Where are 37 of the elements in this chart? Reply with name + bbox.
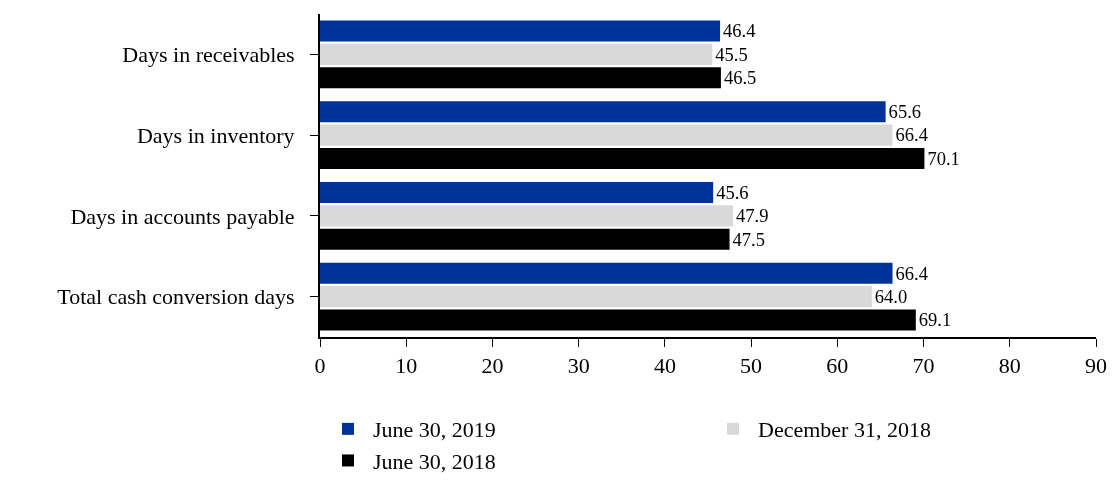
legend-label: June 30, 2018 [373,449,496,475]
x-tick-label: 50 [740,353,763,379]
data-label: 66.4 [895,124,928,146]
data-label: 46.4 [723,20,756,42]
data-label: 69.1 [918,309,952,331]
bar [320,43,713,65]
bar [320,286,872,308]
x-tick-label: 30 [567,353,590,379]
y-tick-label: Total cash conversion days [57,284,306,310]
bar [320,205,733,227]
x-tick-label: 60 [826,353,849,379]
bar [320,124,893,146]
x-tick-label: 0 [314,353,326,379]
y-tick-label: Days in receivables [122,42,306,68]
data-label: 45.5 [715,43,748,65]
x-tick-label: 90 [1085,353,1107,379]
x-tick-label: 70 [912,353,935,379]
data-label: 47.5 [732,228,766,250]
data-label: 65.6 [888,101,922,123]
data-label: 70.1 [927,147,960,169]
legend-label: June 30, 2019 [373,417,496,443]
y-tick-label: Days in inventory [136,122,306,148]
data-label: 45.6 [716,181,749,203]
bar [320,20,721,42]
data-label: 64.0 [874,285,908,307]
bar [320,101,886,123]
x-tick-label: 10 [395,353,418,379]
bar [320,181,714,203]
x-tick-label: 20 [481,353,504,379]
x-tick-label: 40 [653,353,676,379]
legend-label: December 31, 2018 [758,417,931,443]
bar [320,262,893,284]
x-tick-label: 80 [998,353,1021,379]
data-label: 46.5 [723,67,757,89]
data-label: 47.9 [735,205,769,227]
y-tick-label: Days in accounts payable [70,203,306,229]
data-label: 66.4 [895,262,928,284]
